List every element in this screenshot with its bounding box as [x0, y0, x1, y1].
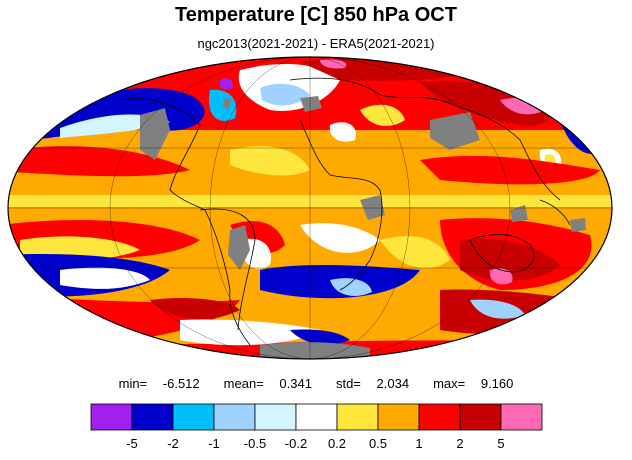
colorbar-label: -5 [126, 436, 138, 451]
colorbar-swatch [131, 403, 174, 431]
colorbar-swatch [500, 403, 543, 431]
colorbar-swatch [90, 403, 133, 431]
colorbar-label: -0.5 [244, 436, 266, 451]
colorbar-label: -2 [167, 436, 179, 451]
stat-std-value: 2.034 [376, 376, 410, 391]
colorbar-label: 0.5 [369, 436, 387, 451]
mollweide-map [7, 56, 613, 360]
stat-max-label: max= [433, 376, 466, 391]
statistics-line: min= -6.512 mean= 0.341 std= 2.034 max= 9.1… [0, 376, 632, 391]
stat-min-label: min= [118, 376, 148, 391]
colorbar-swatch [377, 403, 420, 431]
stat-std-label: std= [335, 376, 361, 391]
colorbar-swatch [213, 403, 256, 431]
stat-max: max= 9.160 [427, 376, 519, 391]
stat-max-value: 9.160 [480, 376, 514, 391]
map-title: Temperature [C] 850 hPa OCT [175, 4, 457, 26]
graticule [8, 57, 612, 359]
map-outline [7, 56, 613, 360]
colorbar-label: 5 [497, 436, 504, 451]
stat-mean: mean= 0.341 [218, 376, 318, 391]
colorbar-label: 1 [415, 436, 422, 451]
colorbar-label: -0.2 [285, 436, 307, 451]
stat-min-value: -6.512 [162, 376, 200, 391]
colorbar-swatch [418, 403, 461, 431]
colorbar-swatch [254, 403, 297, 431]
colorbar-swatch [172, 403, 215, 431]
stat-mean-label: mean= [223, 376, 264, 391]
stat-min: min= -6.512 [113, 376, 206, 391]
map-subtitle: ngc2013(2021-2021) - ERA5(2021-2021) [197, 36, 435, 51]
colorbar-label: -1 [208, 436, 220, 451]
colorbar-label: 2 [456, 436, 463, 451]
coastlines [119, 77, 571, 346]
stat-std: std= 2.034 [330, 376, 415, 391]
stat-mean-value: 0.341 [279, 376, 312, 391]
colorbar-swatch [459, 403, 502, 431]
colorbar-label: 0.2 [328, 436, 346, 451]
colorbar-swatch [336, 403, 379, 431]
colorbar-swatch [295, 403, 338, 431]
